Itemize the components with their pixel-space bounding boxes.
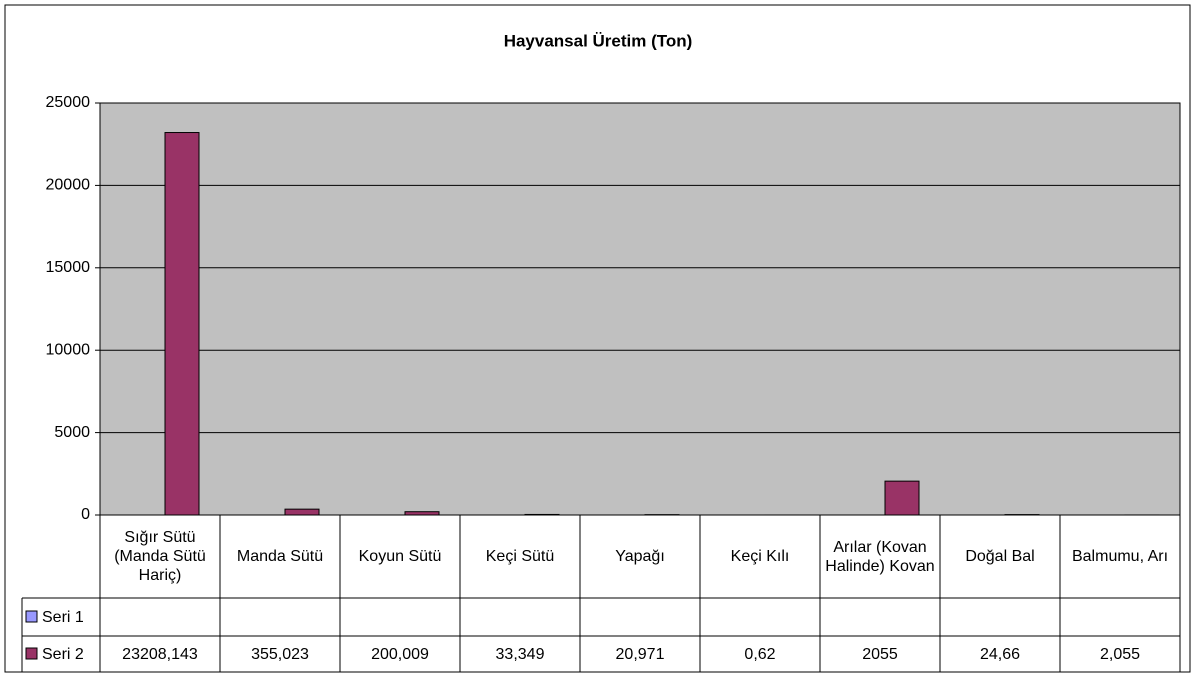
table-value: 355,023	[251, 645, 309, 663]
y-tick-label: 15000	[46, 259, 91, 276]
bar	[884, 480, 920, 516]
table-value: 24,66	[979, 645, 1021, 663]
table-value: 2,055	[1099, 645, 1141, 663]
category-label: Koyun Sütü	[358, 548, 442, 565]
table-value: 33,349	[495, 645, 545, 663]
category-label: Doğal Bal	[965, 548, 1035, 565]
table-value: 0,62	[744, 645, 776, 663]
legend-key	[25, 610, 38, 623]
y-tick-label: 0	[81, 506, 90, 523]
table-value: 200,009	[371, 645, 429, 663]
table-value: 23208,143	[122, 645, 198, 663]
category-label: Yapağı	[615, 548, 665, 565]
chart-title: Hayvansal Üretim (Ton)	[504, 31, 693, 50]
y-tick-label: 5000	[54, 424, 90, 441]
category-label: Arılar (Kovan Halinde) Kovan	[825, 538, 935, 575]
plot-area	[99, 102, 1181, 516]
y-tick-label: 25000	[46, 94, 91, 111]
y-tick-label: 20000	[46, 177, 91, 194]
category-label: Sığır Sütü (Manda Sütü Hariç)	[114, 529, 206, 584]
y-tick-label: 10000	[46, 341, 91, 358]
category-label: Keçi Kılı	[730, 548, 790, 565]
table-value: 2055	[862, 645, 898, 663]
legend-label: Seri 2	[42, 646, 84, 663]
legend-key	[25, 647, 38, 660]
legend-label: Seri 1	[42, 609, 84, 626]
table-value: 20,971	[615, 645, 665, 663]
category-label: Balmumu, Arı	[1071, 548, 1169, 565]
bar	[164, 132, 200, 516]
category-label: Manda Sütü	[236, 548, 324, 565]
category-label: Keçi Sütü	[485, 548, 555, 565]
